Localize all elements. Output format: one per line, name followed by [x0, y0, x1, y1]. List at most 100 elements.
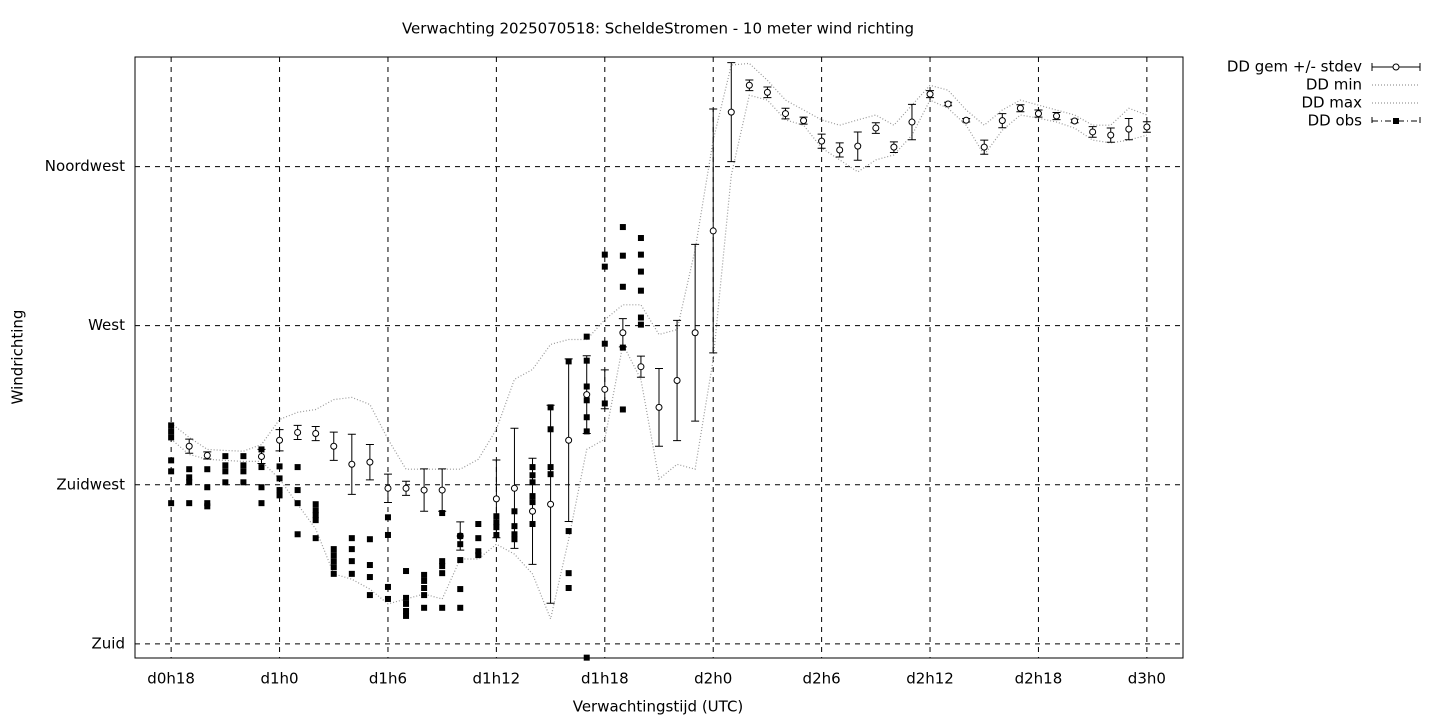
mean-point: [655, 403, 663, 411]
obs-point: [366, 562, 373, 569]
x-tick-label: d3h0: [1128, 670, 1166, 688]
obs-point: [312, 507, 319, 514]
x-axis-label: Verwachtingstijd (UTC): [573, 698, 744, 716]
obs-point: [457, 604, 464, 611]
obs-point: [529, 472, 536, 479]
obs-point: [258, 446, 265, 453]
y-tick-label: Noordwest: [45, 157, 125, 175]
obs-point: [511, 523, 518, 530]
obs-point: [403, 607, 410, 614]
obs-point: [384, 514, 391, 521]
obs-point: [439, 563, 446, 570]
obs-point: [601, 340, 608, 347]
obs-point: [276, 475, 283, 482]
x-tick-label: d1h18: [581, 670, 629, 688]
obs-point: [312, 517, 319, 524]
obs-point: [421, 571, 428, 578]
mean-point: [1053, 112, 1061, 120]
mean-point: [510, 484, 518, 492]
obs-point: [168, 434, 175, 441]
obs-point: [222, 462, 229, 469]
mean-point: [1071, 117, 1079, 125]
obs-point: [547, 464, 554, 471]
mean-point: [583, 391, 591, 399]
obs-point: [529, 521, 536, 528]
obs-point: [637, 287, 644, 294]
obs-point: [439, 558, 446, 565]
x-tick-label: d1h12: [473, 670, 521, 688]
mean-point: [854, 142, 862, 150]
obs-point: [511, 536, 518, 543]
obs-point: [583, 428, 590, 435]
y-tick-label: Zuidwest: [56, 475, 125, 493]
obs-point: [348, 535, 355, 542]
obs-point: [258, 464, 265, 471]
x-tick-label: d0h18: [147, 670, 195, 688]
mean-point: [330, 442, 338, 450]
mean-point: [203, 451, 211, 459]
series-line: [170, 62, 1148, 470]
obs-point: [186, 500, 193, 507]
mean-point: [529, 507, 537, 515]
obs-point: [421, 592, 428, 599]
obs-point: [637, 235, 644, 242]
obs-point: [457, 541, 464, 548]
mean-point: [1034, 110, 1042, 118]
mean-point: [601, 385, 609, 393]
mean-point: [962, 116, 970, 124]
obs-point: [583, 383, 590, 390]
x-tick-label: d2h0: [694, 670, 732, 688]
legend-swatch: [1393, 118, 1399, 124]
obs-point: [601, 251, 608, 258]
legend-swatch: [1392, 63, 1400, 71]
mean-point: [1016, 104, 1024, 112]
obs-point: [186, 474, 193, 481]
obs-point: [384, 595, 391, 602]
obs-point: [475, 521, 482, 528]
y-axis-label: Windrichting: [9, 310, 27, 405]
mean-point: [673, 376, 681, 384]
mean-point: [492, 495, 500, 503]
obs-point: [547, 471, 554, 478]
obs-point: [240, 462, 247, 469]
obs-point: [619, 252, 626, 259]
mean-point: [384, 484, 392, 492]
obs-point: [619, 406, 626, 413]
obs-point: [637, 268, 644, 275]
obs-point: [384, 531, 391, 538]
mean-point: [727, 108, 735, 116]
obs-point: [475, 552, 482, 559]
legend-label: DD min: [1306, 76, 1362, 94]
obs-point: [421, 604, 428, 611]
mean-point: [1089, 128, 1097, 136]
obs-point: [240, 468, 247, 475]
obs-point: [403, 568, 410, 575]
mean-point: [366, 458, 374, 466]
mean-point: [294, 428, 302, 436]
obs-point: [294, 464, 301, 471]
mean-point: [312, 430, 320, 438]
obs-point: [366, 536, 373, 543]
obs-point: [384, 583, 391, 590]
obs-point: [457, 557, 464, 564]
mean-point: [276, 436, 284, 444]
obs-point: [330, 558, 337, 565]
obs-point: [619, 224, 626, 231]
obs-point: [186, 466, 193, 473]
obs-point: [547, 426, 554, 433]
x-tick-label: d2h12: [906, 670, 954, 688]
obs-point: [312, 512, 319, 519]
obs-point: [619, 283, 626, 290]
obs-point: [312, 535, 319, 542]
mean-point: [1107, 131, 1115, 139]
mean-point: [781, 110, 789, 118]
obs-point: [637, 314, 644, 321]
mean-point: [709, 227, 717, 235]
mean-point: [818, 137, 826, 145]
obs-point: [403, 600, 410, 607]
mean-point: [619, 329, 627, 337]
obs-point: [583, 357, 590, 364]
obs-point: [601, 400, 608, 407]
obs-point: [475, 535, 482, 542]
